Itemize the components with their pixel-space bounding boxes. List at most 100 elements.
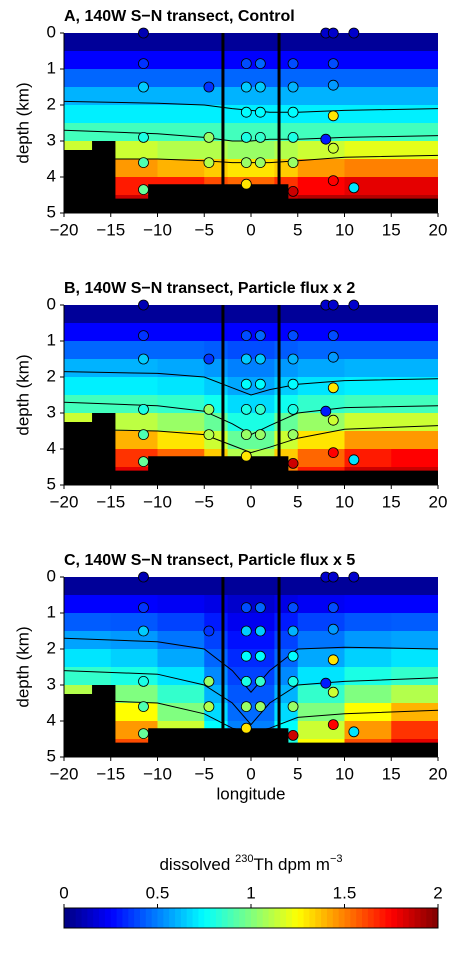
colorbar-cell: [379, 908, 386, 928]
field-cell: [344, 595, 392, 614]
colorbar-cell: [291, 908, 299, 928]
field-cell: [297, 359, 345, 378]
y-tick-label: 3: [47, 674, 56, 693]
field-cell: [344, 359, 392, 378]
y-axis-label: depth (km): [13, 82, 32, 163]
observation: [327, 351, 339, 363]
y-tick-label: 4: [47, 710, 56, 729]
observation: [138, 330, 149, 342]
colorbar-cell: [309, 908, 316, 928]
observation: [287, 730, 299, 741]
observation: [254, 429, 266, 441]
field-cell: [157, 305, 205, 324]
field-cell: [204, 141, 229, 160]
x-tick-label: −20: [50, 764, 79, 783]
observation: [327, 27, 339, 39]
field-cell: [110, 159, 158, 178]
colorbar-cell: [116, 908, 123, 928]
observation: [327, 623, 339, 635]
observation: [254, 81, 266, 93]
observation: [254, 131, 266, 143]
observation: [240, 429, 252, 441]
field-cell: [110, 69, 158, 88]
field-cell: [110, 33, 158, 52]
colorbar-tick-label: 0.5: [146, 883, 170, 902]
field-cell: [64, 105, 112, 124]
field-cell: [391, 51, 438, 70]
colorbar-cell: [373, 908, 381, 928]
x-tick-label: −15: [96, 220, 125, 239]
field-cell: [110, 341, 158, 360]
field-cell: [110, 577, 158, 596]
observation: [240, 676, 252, 687]
colorbar-cell: [321, 908, 328, 928]
field-cell: [110, 105, 158, 124]
field-cell: [391, 613, 438, 632]
colorbar-cell: [215, 908, 223, 928]
observation: [327, 382, 339, 394]
field-cell: [227, 413, 275, 432]
field-cell: [391, 431, 438, 450]
colorbar-cell: [145, 908, 153, 928]
observation: [254, 602, 266, 613]
y-tick-label: 5: [47, 474, 56, 493]
observation: [203, 701, 215, 712]
field-cell: [297, 631, 345, 650]
observation: [240, 378, 252, 390]
field-cell: [344, 123, 392, 142]
field-cell: [227, 685, 275, 704]
field-cell: [157, 69, 205, 88]
field-cell: [64, 69, 112, 88]
observation: [287, 81, 299, 93]
observation: [254, 701, 266, 712]
observation: [240, 625, 252, 637]
y-tick-label: 1: [47, 602, 56, 621]
observation: [138, 184, 149, 196]
observation: [327, 330, 339, 342]
field-cell: [227, 33, 275, 52]
field-cell: [157, 33, 205, 52]
field-cell: [227, 141, 275, 160]
panel-title: A, 140W S−N transect, Control: [64, 8, 295, 25]
observation: [203, 131, 215, 143]
x-tick-label: 5: [293, 492, 302, 511]
field-cell: [64, 87, 112, 106]
observation: [287, 353, 299, 365]
observation: [203, 157, 215, 169]
plot-area: [64, 577, 438, 757]
observation: [138, 157, 149, 169]
field-cell: [157, 649, 205, 668]
field-cell: [391, 377, 438, 396]
field-cell: [110, 649, 158, 668]
x-tick-label: −10: [143, 492, 172, 511]
field-cell: [110, 323, 158, 342]
field-cell: [64, 377, 112, 396]
colorbar-cell: [186, 908, 194, 928]
field-cell: [110, 431, 158, 450]
observation: [240, 178, 252, 190]
field-cell: [64, 123, 112, 142]
y-tick-label: 2: [47, 638, 56, 657]
field-cell: [64, 595, 112, 614]
observation: [287, 58, 299, 69]
y-tick-label: 4: [47, 438, 56, 457]
observation: [138, 676, 149, 687]
field-cell: [204, 577, 229, 596]
observation: [287, 157, 299, 169]
observation: [138, 701, 149, 712]
field-cell: [157, 703, 205, 722]
field-cell: [110, 141, 158, 160]
field-cell: [157, 685, 205, 704]
field-cell: [64, 577, 112, 596]
colorbar-cell: [221, 908, 229, 928]
y-tick-label: 1: [47, 58, 56, 77]
field-cell: [391, 595, 438, 614]
bathymetry: [64, 685, 438, 757]
field-cell: [64, 613, 112, 632]
contour-line: [64, 637, 438, 693]
y-axis-label: depth (km): [13, 626, 32, 707]
contour-line: [64, 371, 438, 396]
field-cell: [157, 413, 205, 432]
observation: [254, 330, 266, 342]
observation: [327, 58, 339, 69]
